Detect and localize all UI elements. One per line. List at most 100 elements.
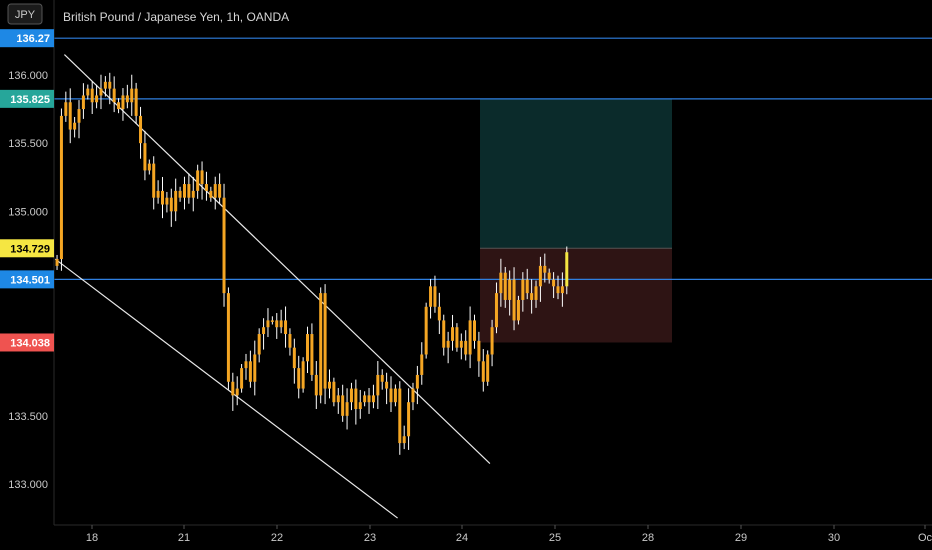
candle-body-109: [534, 286, 538, 300]
candle-body-108: [530, 293, 534, 300]
time-tick-0: 18: [86, 532, 98, 544]
price-badge-label-2: 134.501: [10, 274, 50, 286]
chart-title: British Pound / Japanese Yen, 1h, OANDA: [63, 10, 289, 24]
candle-body-76: [389, 388, 393, 403]
candle-body-2: [64, 102, 68, 116]
candle-body-34: [204, 184, 208, 191]
candle-body-18: [134, 88, 138, 116]
price-badge-top-label: 136.27: [16, 33, 50, 45]
candle-body-62: [327, 381, 331, 389]
candle-body-54: [292, 347, 296, 369]
candle-body-84: [424, 306, 428, 355]
candle-body-91: [455, 327, 459, 348]
candle-body-110: [538, 265, 542, 287]
candle-body-20: [143, 143, 147, 171]
price-tick-2: 135.000: [8, 206, 48, 218]
candle-body-27: [174, 190, 178, 212]
price-badge-2: [0, 270, 54, 289]
stop-loss-zone[interactable]: [480, 248, 672, 343]
candle-body-10: [99, 88, 103, 96]
time-tick-8: 30: [828, 532, 840, 544]
candle-body-75: [385, 381, 389, 389]
candle-body-1: [59, 115, 63, 260]
candle-body-115: [560, 286, 564, 294]
candle-body-49: [270, 320, 274, 322]
candle-body-24: [161, 190, 165, 205]
candle-body-15: [121, 95, 125, 110]
candle-body-45: [253, 354, 257, 382]
candle-body-79: [402, 436, 406, 444]
candle-body-101: [499, 272, 503, 294]
price-badge-label-1: 134.729: [10, 243, 50, 255]
candle-body-106: [521, 279, 525, 300]
price-badge-label-0: 135.825: [10, 94, 50, 106]
candle-body-9: [95, 95, 99, 103]
candle-body-71: [367, 395, 371, 403]
candle-body-51: [279, 320, 283, 328]
candle-body-89: [446, 340, 450, 348]
price-badge-1: [0, 239, 54, 258]
candle-body-95: [472, 320, 476, 341]
candle-body-31: [191, 190, 195, 198]
candle-body-22: [152, 163, 156, 198]
candle-body-46: [257, 334, 261, 355]
candle-body-55: [297, 368, 301, 389]
candle-body-111: [543, 265, 547, 273]
candle-body-103: [508, 279, 512, 300]
candle-body-80: [407, 402, 411, 437]
candle-body-63: [332, 381, 336, 403]
time-axis[interactable]: 18 21 22 23 24 25 28 29 30 Oc: [86, 525, 932, 544]
candle-body-102: [503, 272, 507, 300]
candle-body-56: [301, 361, 305, 389]
candle-body-4: [73, 122, 77, 130]
candle-body-92: [459, 340, 463, 348]
candle-body-64: [336, 395, 340, 403]
trendline-upper: [63, 54, 491, 464]
candle-body-72: [371, 395, 375, 403]
candle-body-73: [376, 374, 380, 396]
price-tick-0: 136.000: [8, 70, 48, 82]
candle-body-13: [112, 88, 116, 103]
horizontal-lines[interactable]: [54, 37, 932, 280]
candle-body-107: [525, 279, 529, 294]
candle-body-114: [556, 286, 560, 294]
candle-body-87: [437, 306, 441, 321]
candle-body-23: [156, 190, 160, 198]
symbol-badge-label: JPY: [15, 9, 36, 21]
candle-body-48: [266, 320, 270, 328]
time-tick-3: 23: [364, 532, 376, 544]
candle-body-104: [512, 279, 516, 321]
candle-body-37: [218, 184, 222, 198]
trend-channel[interactable]: [54, 54, 491, 519]
take-profit-zone[interactable]: [480, 98, 672, 249]
price-tick-3: 133.500: [8, 411, 48, 423]
candle-body-66: [345, 402, 349, 416]
candle-body-70: [363, 395, 367, 403]
candle-body-7: [86, 88, 90, 96]
price-axis[interactable]: 136.000 135.500 135.000 133.500 133.000: [8, 70, 48, 491]
candle-body-38: [222, 197, 226, 294]
candle-body-3: [68, 102, 72, 130]
candle-body-29: [182, 184, 186, 198]
candle-body-0: [55, 259, 59, 266]
candle-body-112: [547, 272, 551, 280]
candles: [55, 72, 569, 455]
candle-body-14: [117, 102, 121, 110]
candle-body-68: [354, 388, 358, 410]
time-tick-4: 24: [456, 532, 468, 544]
candle-body-74: [380, 374, 384, 382]
price-badge-0: [0, 89, 54, 108]
symbol-badge[interactable]: JPY: [7, 3, 43, 25]
candle-body-53: [288, 334, 292, 348]
price-tick-1: 135.500: [8, 138, 48, 150]
candle-body-98: [486, 354, 490, 382]
candle-body-43: [244, 361, 248, 369]
candle-body-19: [139, 115, 143, 144]
candle-body-16: [125, 95, 129, 103]
candle-body-42: [240, 368, 244, 389]
candle-body-47: [262, 327, 266, 335]
candle-body-58: [310, 334, 314, 375]
candle-body-93: [464, 340, 468, 355]
